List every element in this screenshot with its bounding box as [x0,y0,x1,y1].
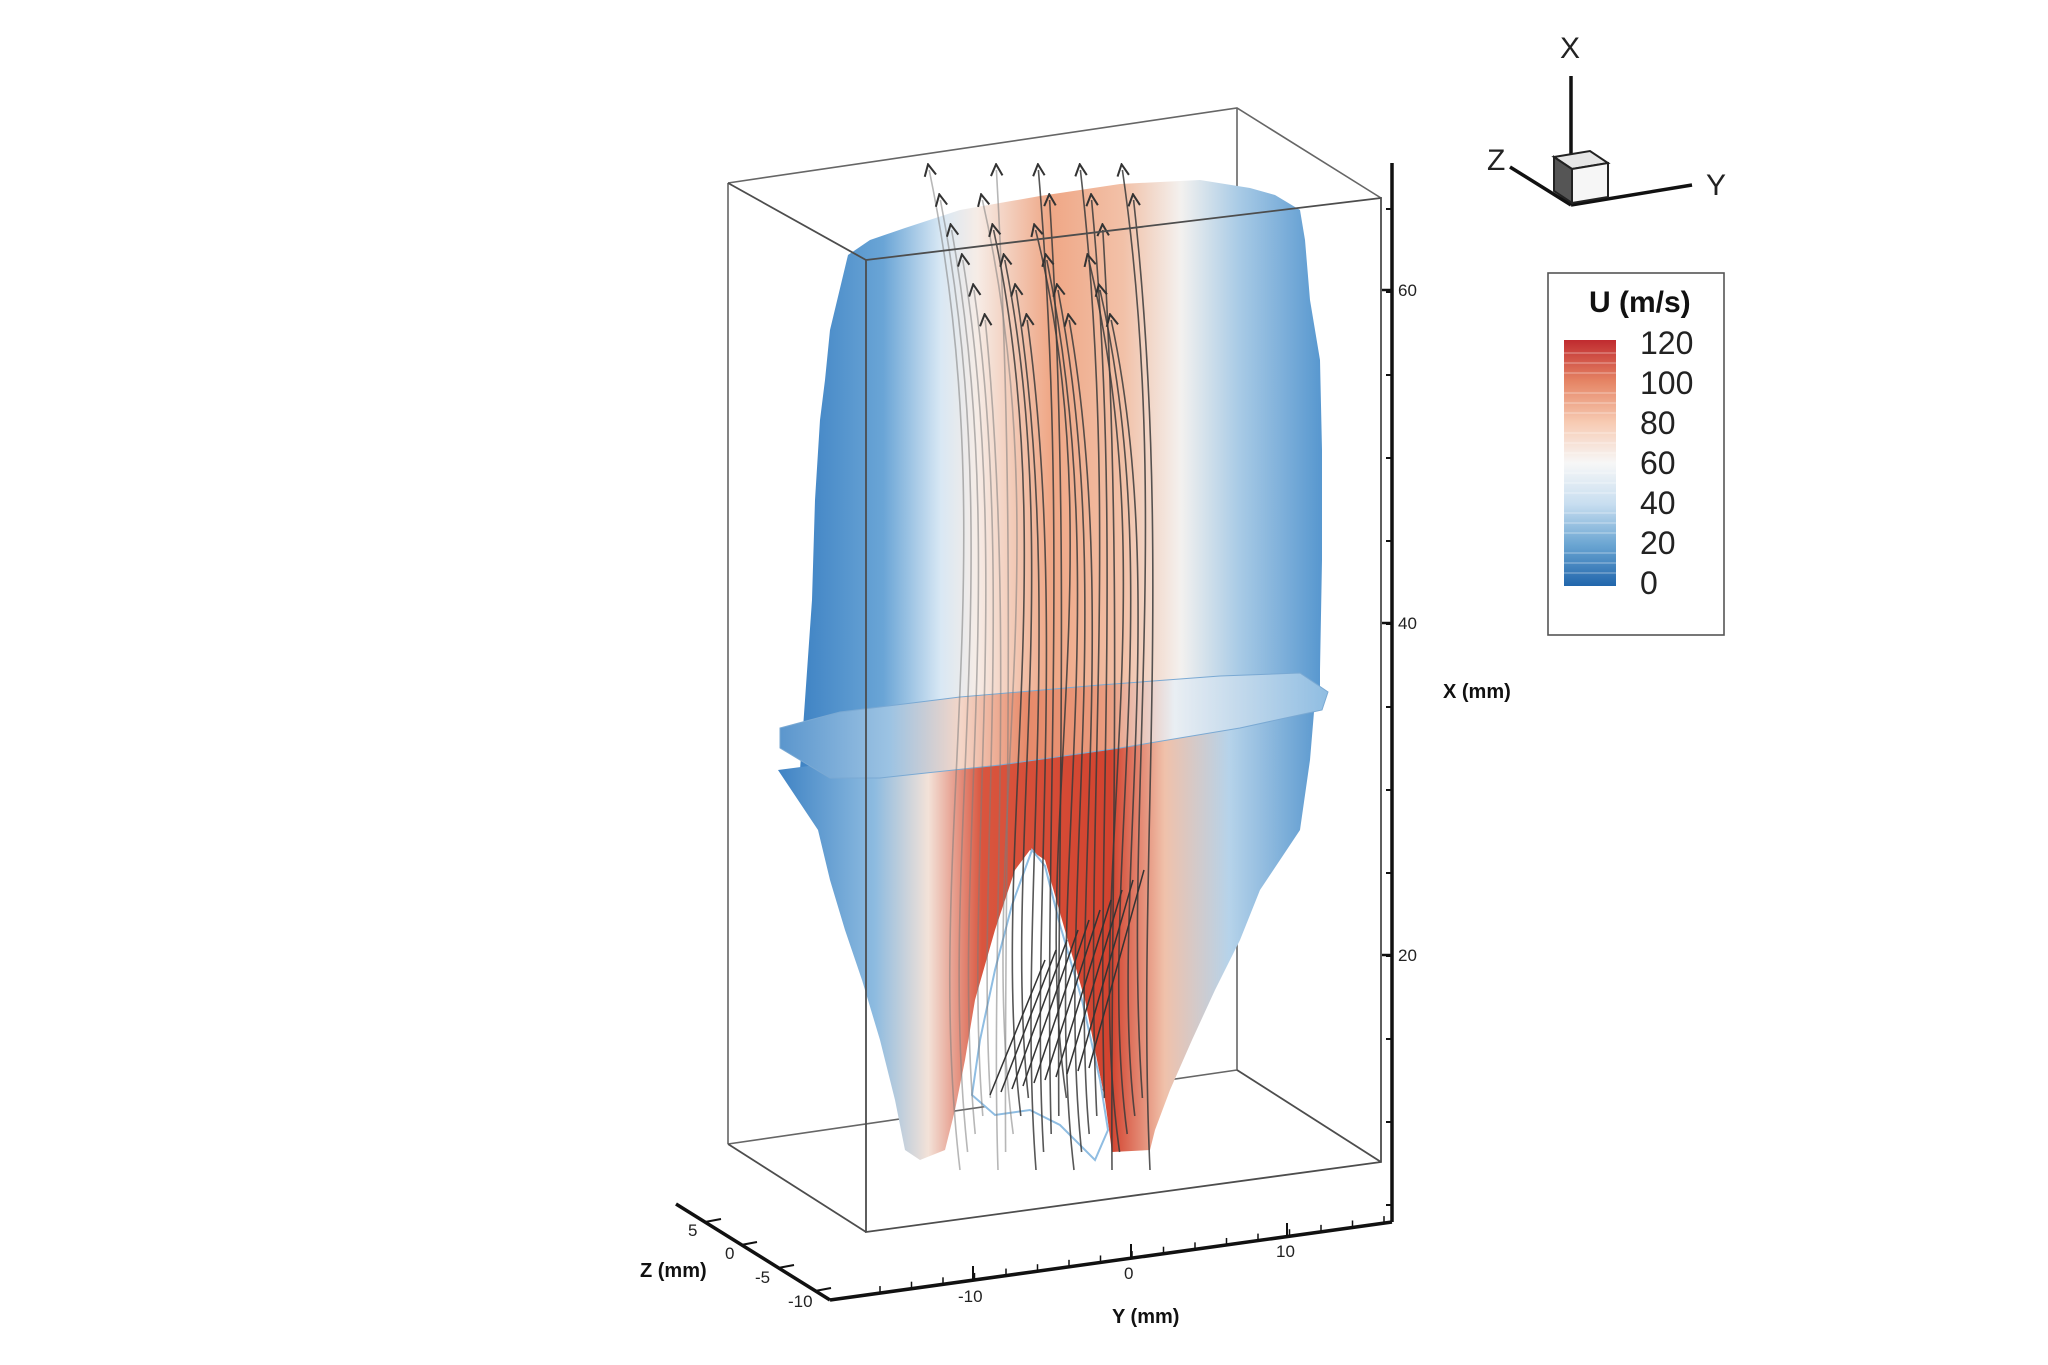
streamline [1016,290,1040,1171]
streamline [974,290,995,1099]
x-axis: 20 40 60 X (mm) [1382,163,1511,1222]
colorbar-tick-label: 0 [1640,565,1658,601]
streamline [1058,290,1086,1153]
velocity-field-horizontal-slice [779,672,1329,779]
streamline [1027,320,1048,1153]
wake-streamline [1088,869,1145,1069]
wake-streamline [989,959,1046,1096]
streamline [1089,260,1125,1153]
triad-label-x: X [1560,32,1580,65]
x-axis-tick-40: 40 [1398,614,1417,633]
streamline [940,200,972,1153]
y-axis-tick-neg10: -10 [958,1287,983,1306]
colorbar-tick-label: 60 [1640,445,1676,481]
y-axis-title: Y (mm) [1112,1306,1179,1328]
orientation-triad: X Y Z [1487,32,1726,207]
wake-streamline [1022,929,1079,1087]
colorbar-tick-label: 100 [1640,365,1693,401]
wake-streamline [1044,909,1101,1081]
y-axis-tick-10: 10 [1276,1242,1295,1261]
streamline [963,260,987,1117]
z-axis: 5 0 -5 -10 Z (mm) [640,1202,832,1311]
streamline [1100,290,1132,1135]
x-axis-tick-20: 20 [1398,946,1417,965]
colorbar-tick-label: 40 [1640,485,1676,521]
streamline [1103,230,1116,1171]
streamlines-group [929,170,1154,1171]
triad-label-y: Y [1706,169,1726,202]
streamline [982,200,1018,1135]
colorbar-tick-label: 80 [1640,405,1676,441]
x-axis-title: X (mm) [1443,681,1511,703]
z-axis-tick-0: 0 [725,1244,734,1263]
wake-streamline [1033,919,1090,1084]
colorbar-legend: U (m/s) 120 100 80 60 40 20 0 [1547,272,1725,636]
z-axis-title: Z (mm) [640,1260,707,1282]
streamline [929,170,965,1171]
streamline [1050,200,1063,1117]
streamline [952,230,980,1135]
y-axis: -10 0 10 Y (mm) [829,1216,1393,1328]
velocity-field-lower-plane [778,700,1315,1160]
streamline [1122,170,1147,1099]
streamline [1005,260,1033,1099]
wake-streamline [1077,879,1134,1072]
streamline [1047,260,1079,1171]
colorbar-tick-label: 20 [1640,525,1676,561]
colorbar-tick-label: 120 [1640,325,1693,361]
streamline [996,170,1010,1153]
colorbar-title: U (m/s) [1589,286,1691,319]
streamline [1038,170,1055,1135]
z-axis-tick-5: 5 [688,1221,697,1240]
wake-streamline [1055,899,1112,1078]
y-axis-tick-0: 0 [1124,1264,1133,1283]
streamline [1111,320,1139,1117]
streamline [1092,200,1108,1099]
wake-streamline [1011,939,1068,1090]
colorbar-gradient [1564,340,1616,586]
x-axis-tick-60: 60 [1398,281,1417,300]
bounding-box-front [727,182,1382,1234]
wake-streamline [1000,949,1057,1093]
streamline [994,230,1026,1117]
streamline [1080,170,1101,1117]
streamline [1069,320,1094,1135]
triad-label-z: Z [1487,144,1505,177]
wake-streamline [1066,889,1123,1075]
z-axis-tick-neg5: -5 [755,1268,770,1287]
streamline [1036,230,1071,1099]
streamline [1134,200,1154,1171]
z-axis-tick-neg10: -10 [788,1292,813,1311]
streamline [985,320,1002,1171]
